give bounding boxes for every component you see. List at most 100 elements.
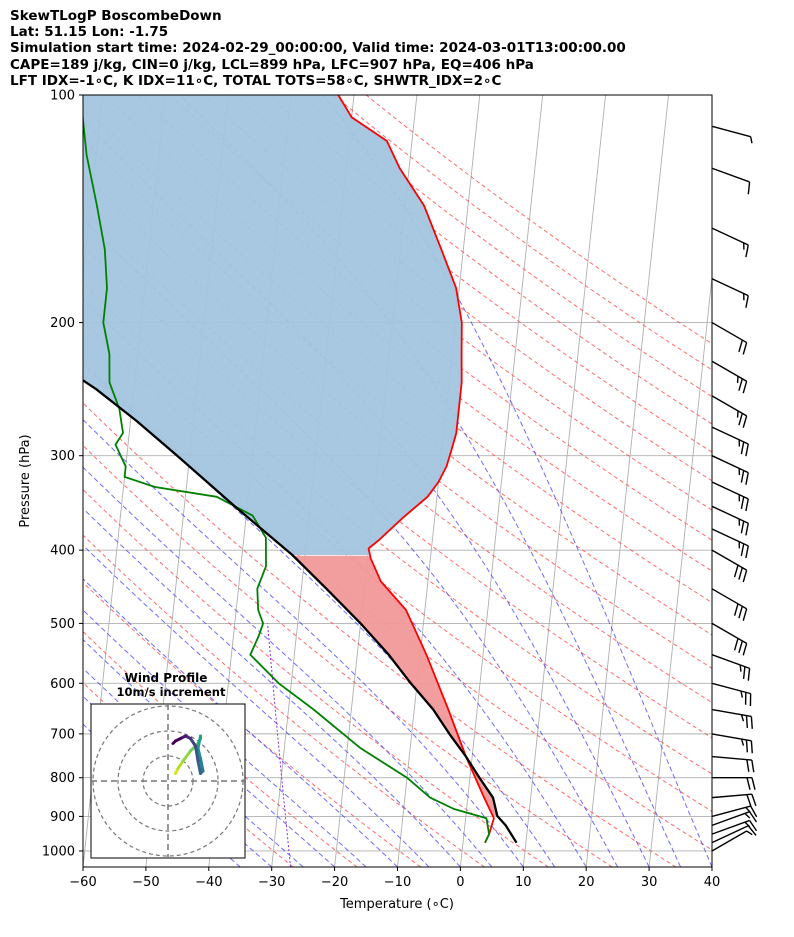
dry-adiabat bbox=[83, 444, 613, 867]
wind-barb bbox=[711, 125, 753, 144]
wind-barb-flag bbox=[738, 606, 743, 619]
wind-barb-flag bbox=[750, 805, 758, 818]
wind-barb-flag bbox=[742, 569, 748, 583]
hodograph-segment bbox=[189, 737, 197, 748]
wind-barb bbox=[711, 811, 758, 827]
wind-barb-shaft bbox=[711, 830, 747, 852]
wind-barb-flag bbox=[745, 545, 749, 559]
wind-barb-flag bbox=[744, 821, 751, 828]
wind-barb-flag bbox=[740, 543, 745, 557]
moist-adiabat bbox=[83, 578, 398, 867]
cape-shading bbox=[83, 95, 462, 555]
moist-adiabat bbox=[83, 667, 304, 867]
wind-barb bbox=[711, 395, 748, 428]
wind-barb-flag bbox=[740, 441, 745, 455]
wind-barb bbox=[711, 588, 748, 621]
hodograph-segment bbox=[181, 749, 192, 763]
dry-adiabat bbox=[202, 95, 712, 482]
isotherm bbox=[585, 95, 669, 867]
wind-barb bbox=[711, 278, 749, 308]
hodograph-segment bbox=[196, 747, 202, 760]
wind-barb-flag bbox=[751, 793, 757, 807]
wind-barb-flag bbox=[742, 666, 746, 680]
isotherm bbox=[459, 95, 544, 867]
wind-barb-flag bbox=[740, 496, 745, 510]
wind-barb-flag bbox=[749, 811, 758, 823]
wind-barb bbox=[711, 654, 751, 681]
wind-barb-flag bbox=[742, 608, 748, 621]
hodograph-subtitle: 10m/s increment bbox=[117, 685, 226, 699]
wind-barb bbox=[711, 167, 751, 195]
y-tick-label: 400 bbox=[50, 544, 75, 559]
wind-barb-shaft bbox=[711, 227, 749, 246]
wind-barb-shaft bbox=[711, 125, 751, 138]
wind-barb bbox=[711, 360, 748, 394]
wind-barb bbox=[711, 793, 757, 807]
wind-barb-flag bbox=[740, 714, 745, 722]
wind-barb-flag bbox=[746, 777, 751, 790]
wind-barb-shaft bbox=[711, 588, 747, 610]
hodograph-segment bbox=[196, 759, 202, 775]
wind-barb-flag bbox=[745, 472, 749, 485]
wind-barb-shaft bbox=[711, 360, 747, 382]
y-tick-label: 800 bbox=[50, 771, 75, 786]
dry-adiabat bbox=[268, 95, 712, 425]
parcel-line bbox=[83, 378, 518, 844]
wind-barb bbox=[711, 455, 749, 485]
wind-barb-flag bbox=[747, 181, 751, 195]
y-tick-label: 100 bbox=[50, 89, 75, 104]
wind-barb-shaft bbox=[711, 321, 747, 344]
dry-adiabat bbox=[83, 630, 358, 867]
dry-adiabat bbox=[83, 402, 677, 867]
wind-barb-flag bbox=[745, 715, 749, 729]
moist-adiabat bbox=[83, 544, 430, 867]
wind-barb-flag bbox=[749, 820, 758, 832]
x-tick-label: −30 bbox=[258, 875, 285, 890]
wind-barb-shaft bbox=[711, 811, 750, 827]
wind-barb-shaft bbox=[711, 708, 752, 718]
wind-barb-shaft bbox=[711, 682, 751, 695]
dry-adiabat bbox=[137, 95, 712, 541]
y-tick-label: 1000 bbox=[42, 844, 75, 859]
wind-barb-flag bbox=[742, 381, 748, 394]
wind-barb-flag bbox=[740, 470, 745, 483]
wind-barb bbox=[711, 622, 748, 656]
wind-barb-flag bbox=[744, 812, 751, 819]
wind-barb bbox=[711, 549, 748, 583]
isotherm bbox=[648, 272, 712, 867]
y-axis-label: Pressure (hPa) bbox=[18, 434, 33, 527]
wind-barb-shaft bbox=[711, 819, 750, 835]
wind-barb-shaft bbox=[711, 622, 747, 645]
wind-barb-flag bbox=[749, 136, 753, 144]
wind-barb bbox=[711, 426, 749, 457]
hodograph-segment bbox=[199, 757, 205, 773]
cape-line: CAPE=189 j/kg, CIN=0 j/kg, LCL=899 hPa, … bbox=[10, 57, 534, 73]
x-tick-label: 40 bbox=[704, 875, 721, 890]
wind-barb-shaft bbox=[711, 481, 749, 500]
wind-barb-flag bbox=[747, 825, 757, 836]
wind-barb-flag bbox=[747, 668, 751, 681]
wind-barb-flag bbox=[746, 794, 752, 807]
wind-barb-flag bbox=[738, 339, 743, 353]
moist-adiabat bbox=[83, 419, 524, 867]
wind-barb-flag bbox=[740, 690, 744, 698]
wind-barb-flag bbox=[738, 640, 743, 653]
wind-barb bbox=[711, 755, 755, 773]
wind-barb-flag bbox=[745, 295, 749, 308]
wind-barb bbox=[712, 777, 756, 790]
mixing-ratio-line bbox=[267, 623, 292, 867]
x-tick-label: −10 bbox=[384, 875, 411, 890]
moist-adiabat bbox=[83, 638, 335, 867]
wind-barb-shaft bbox=[711, 733, 752, 742]
wind-barb-flag bbox=[746, 759, 750, 772]
dry-adiabat bbox=[83, 534, 485, 867]
hodograph-ring bbox=[117, 730, 219, 832]
wind-barb bbox=[711, 528, 749, 559]
wind-barb-flag bbox=[740, 520, 745, 534]
wind-barb bbox=[711, 805, 758, 818]
wind-barb-shaft bbox=[711, 654, 750, 670]
wind-barb-flag bbox=[739, 664, 742, 672]
wind-barb-flag bbox=[742, 415, 748, 428]
wind-barb-flag bbox=[740, 738, 745, 746]
index-line: LFT IDX=-1∘C, K IDX=11∘C, TOTAL TOTS=58∘… bbox=[10, 73, 502, 89]
